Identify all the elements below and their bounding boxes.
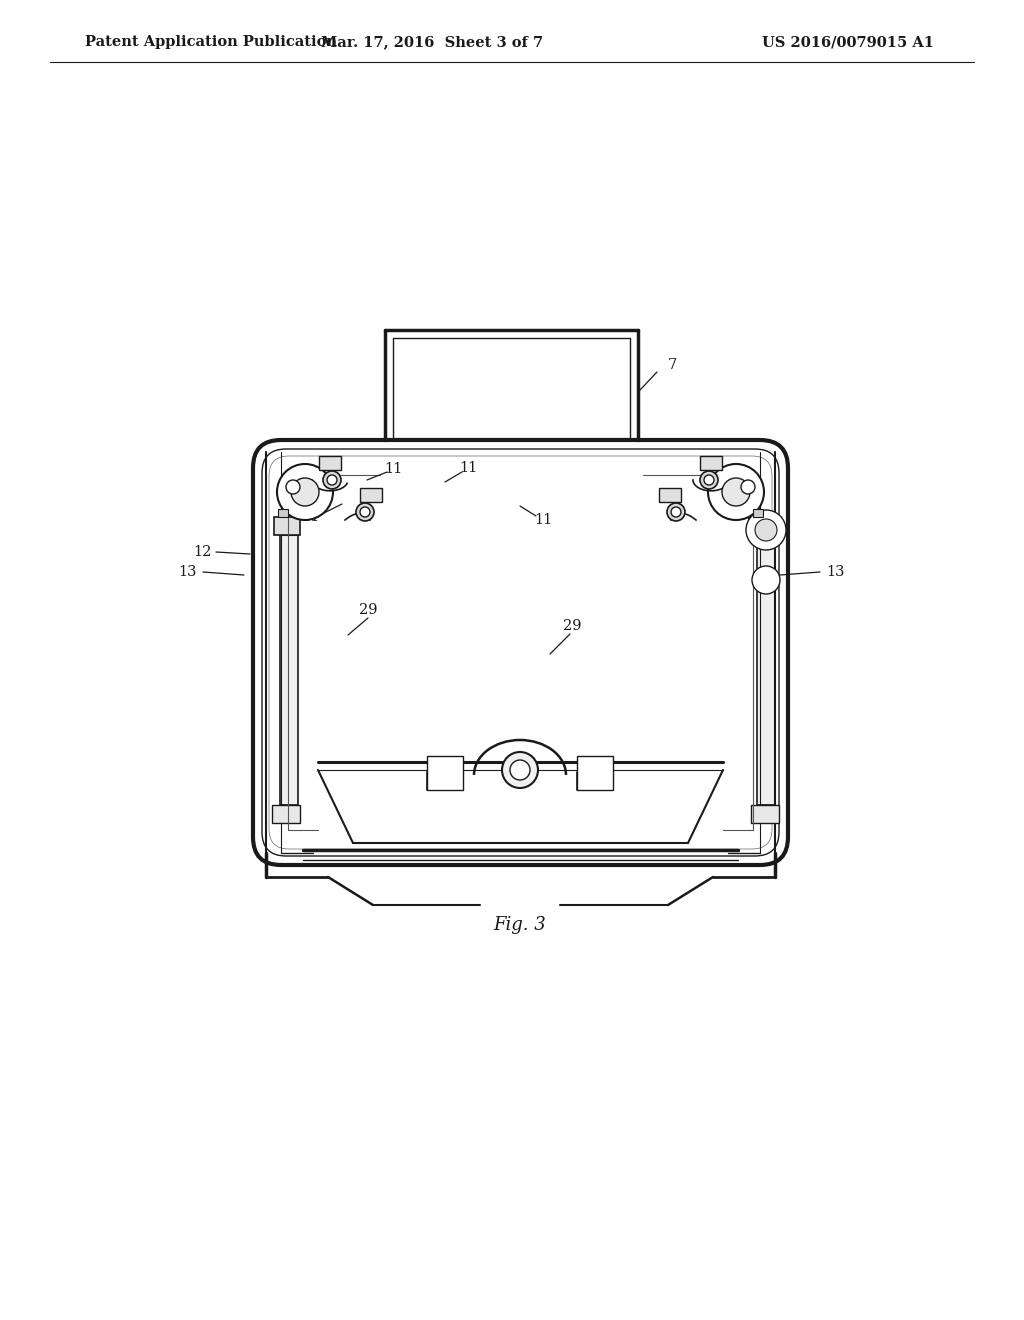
Bar: [274, 517, 300, 535]
Circle shape: [323, 471, 341, 488]
Circle shape: [705, 475, 714, 484]
Text: 12: 12: [193, 545, 211, 558]
FancyBboxPatch shape: [253, 440, 788, 865]
Bar: [278, 510, 288, 517]
Bar: [749, 517, 775, 535]
Bar: [757, 535, 775, 805]
Circle shape: [741, 480, 755, 494]
Circle shape: [356, 503, 374, 521]
Bar: [319, 455, 341, 470]
Circle shape: [502, 752, 538, 788]
Bar: [751, 805, 779, 822]
Text: 29: 29: [358, 603, 377, 616]
Text: Mar. 17, 2016  Sheet 3 of 7: Mar. 17, 2016 Sheet 3 of 7: [321, 36, 543, 49]
Bar: [427, 756, 463, 789]
Text: 11: 11: [301, 510, 319, 524]
Circle shape: [746, 510, 786, 550]
Text: 11: 11: [384, 462, 402, 477]
Circle shape: [360, 507, 370, 517]
Text: 11: 11: [459, 461, 477, 475]
Circle shape: [755, 519, 777, 541]
Circle shape: [286, 480, 300, 494]
Text: 13: 13: [826, 565, 845, 579]
Bar: [360, 488, 382, 502]
Circle shape: [327, 475, 337, 484]
Circle shape: [667, 503, 685, 521]
Circle shape: [752, 566, 780, 594]
Circle shape: [700, 471, 718, 488]
Text: US 2016/0079015 A1: US 2016/0079015 A1: [762, 36, 934, 49]
Circle shape: [278, 465, 333, 520]
Circle shape: [510, 760, 530, 780]
Bar: [577, 756, 613, 789]
Text: 29: 29: [563, 619, 582, 634]
Text: 11: 11: [534, 513, 552, 527]
Text: Fig. 3: Fig. 3: [494, 916, 547, 935]
Circle shape: [291, 478, 319, 506]
Bar: [700, 455, 722, 470]
Text: 7: 7: [668, 358, 677, 372]
Text: Patent Application Publication: Patent Application Publication: [85, 36, 337, 49]
Circle shape: [708, 465, 764, 520]
Circle shape: [671, 507, 681, 517]
Bar: [753, 510, 763, 517]
Bar: [659, 488, 681, 502]
Circle shape: [722, 478, 750, 506]
Bar: [280, 535, 298, 805]
Text: 13: 13: [179, 565, 198, 579]
Bar: [272, 805, 300, 822]
